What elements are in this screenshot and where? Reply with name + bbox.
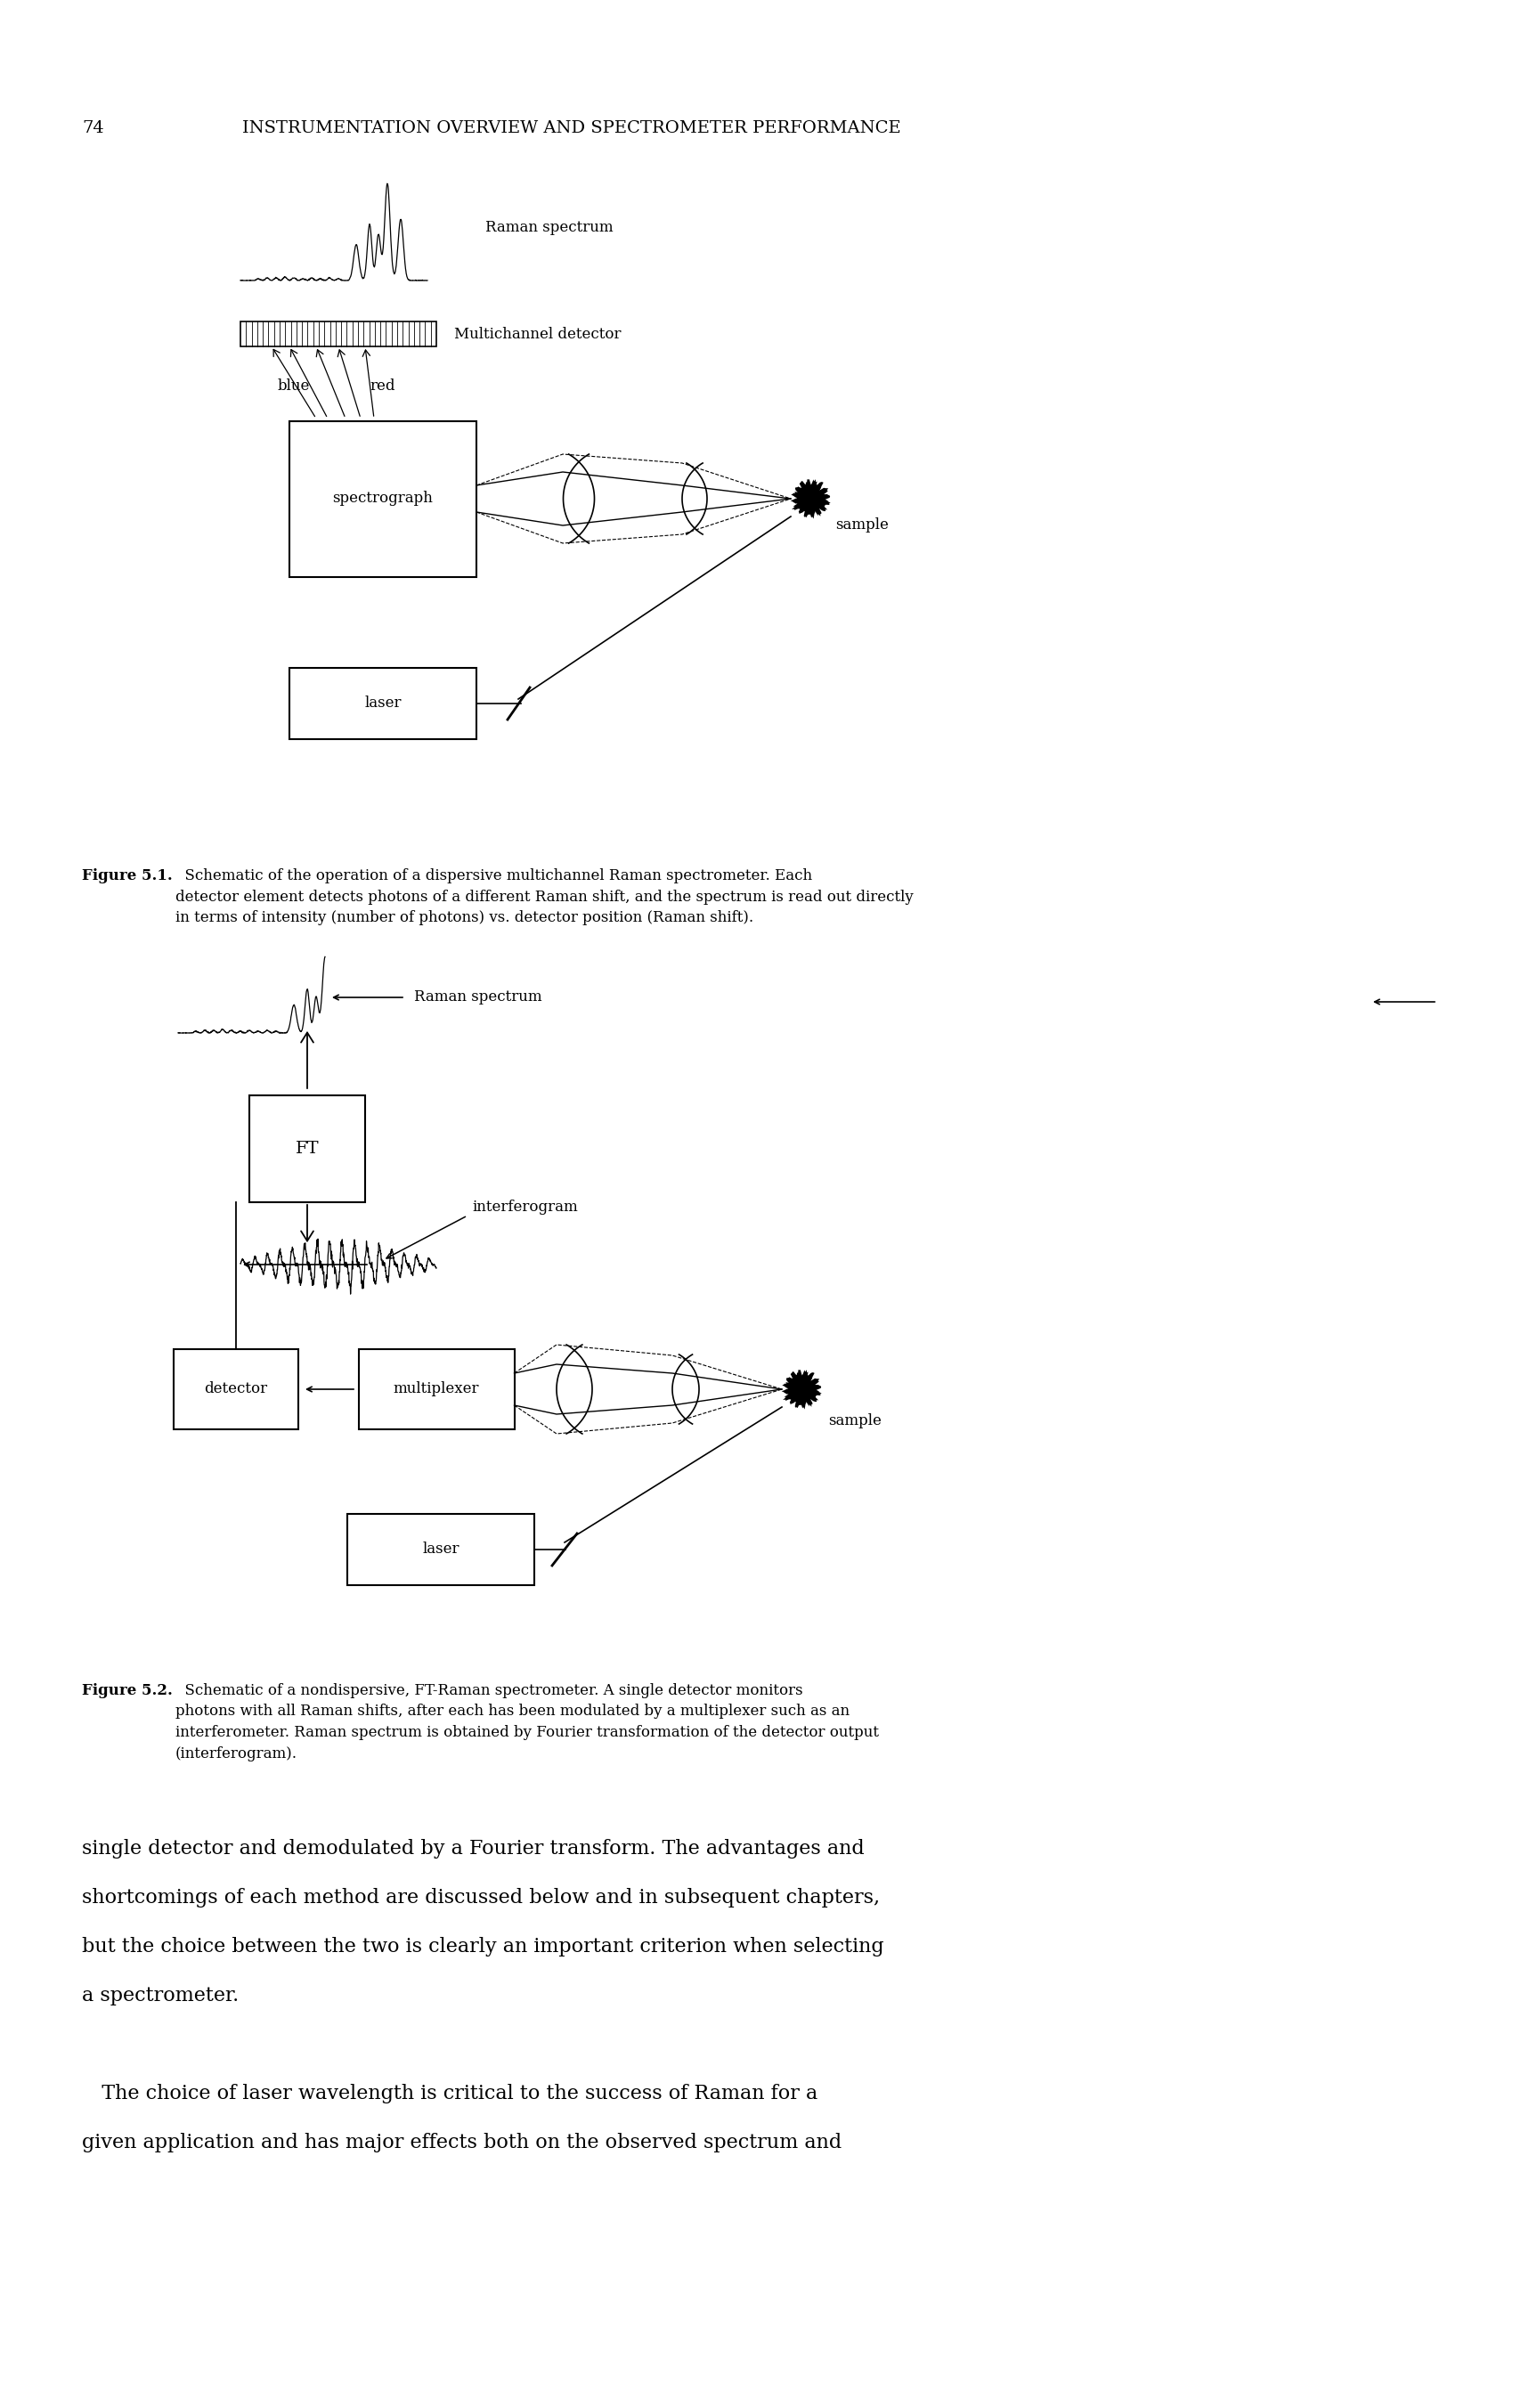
Text: sample: sample: [828, 1413, 882, 1428]
Text: but the choice between the two is clearly an important criterion when selecting: but the choice between the two is clearl…: [81, 1936, 884, 1955]
Bar: [249, 1096, 366, 1202]
Bar: [358, 1348, 515, 1430]
Text: red: red: [370, 378, 395, 393]
Bar: [289, 421, 476, 576]
Text: Raman spectrum: Raman spectrum: [413, 990, 543, 1004]
Text: spectrograph: spectrograph: [332, 491, 433, 506]
Polygon shape: [790, 479, 830, 518]
Text: single detector and demodulated by a Fourier transform. The advantages and: single detector and demodulated by a Fou…: [81, 1840, 864, 1859]
Text: Raman spectrum: Raman spectrum: [486, 219, 613, 234]
Text: laser: laser: [423, 1541, 460, 1558]
Text: 74: 74: [81, 120, 105, 137]
Bar: [289, 667, 476, 739]
Text: The choice of laser wavelength is critical to the success of Raman for a: The choice of laser wavelength is critic…: [81, 2083, 818, 2105]
Bar: [174, 1348, 298, 1430]
Text: laser: laser: [364, 696, 401, 710]
Text: blue: blue: [278, 378, 310, 393]
Text: INSTRUMENTATION OVERVIEW AND SPECTROMETER PERFORMANCE: INSTRUMENTATION OVERVIEW AND SPECTROMETE…: [243, 120, 901, 137]
Text: Figure 5.1.: Figure 5.1.: [81, 869, 172, 884]
Text: shortcomings of each method are discussed below and in subsequent chapters,: shortcomings of each method are discusse…: [81, 1888, 879, 1907]
Polygon shape: [781, 1370, 822, 1409]
Bar: [240, 323, 437, 347]
Bar: [347, 1515, 535, 1584]
Text: detector: detector: [204, 1382, 267, 1397]
Text: interferogram: interferogram: [472, 1199, 578, 1214]
Text: Schematic of a nondispersive, FT-Raman spectrometer. A single detector monitors
: Schematic of a nondispersive, FT-Raman s…: [175, 1683, 879, 1760]
Text: FT: FT: [295, 1141, 320, 1156]
Text: Figure 5.2.: Figure 5.2.: [81, 1683, 172, 1698]
Text: sample: sample: [835, 518, 888, 532]
Text: given application and has major effects both on the observed spectrum and: given application and has major effects …: [81, 2133, 842, 2153]
Text: multiplexer: multiplexer: [393, 1382, 480, 1397]
Text: a spectrometer.: a spectrometer.: [81, 1987, 238, 2006]
Text: Schematic of the operation of a dispersive multichannel Raman spectrometer. Each: Schematic of the operation of a dispersi…: [175, 869, 913, 925]
Text: Multichannel detector: Multichannel detector: [453, 327, 621, 342]
